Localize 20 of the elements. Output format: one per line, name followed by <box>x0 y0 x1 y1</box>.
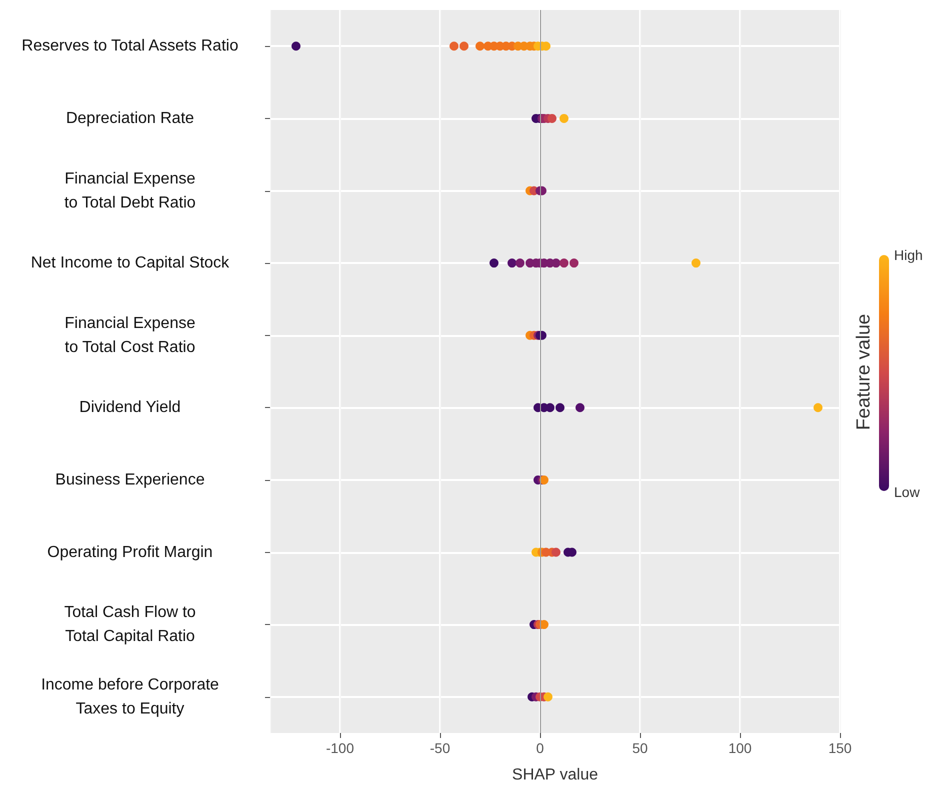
y-tick-label: Dividend Yield <box>79 399 181 416</box>
text: Low <box>894 484 921 500</box>
x-tick-label: 150 <box>828 740 852 756</box>
x-tick-label: 50 <box>632 740 648 756</box>
x-tick-label: 100 <box>728 740 752 756</box>
y-tick-label: Total Cash Flow to Total Capital Ratio <box>64 604 196 646</box>
color-bar-title: Feature value <box>854 314 874 430</box>
y-tick-label: Income before Corporate Taxes to Equity <box>41 676 220 718</box>
x-axis-title: SHAP value <box>512 766 598 784</box>
y-tick-label: Financial Expense to Total Cost Ratio <box>64 314 196 356</box>
text: High <box>894 247 923 263</box>
y-tick-label: Business Experience <box>55 471 205 488</box>
x-tick-label: -100 <box>326 740 354 756</box>
x-tick-label: 0 <box>536 740 544 756</box>
y-tick-label: Net Income to Capital Stock <box>30 254 230 272</box>
y-tick-label: Operating Profit Margin <box>47 544 213 561</box>
y-tick-label: Reserves to Total Assets Ratio <box>22 38 238 55</box>
x-tick-label: -50 <box>430 740 450 756</box>
y-tick-label: Depreciation Rate <box>66 110 194 127</box>
y-tick-label: Financial Expense to Total Debt Ratio <box>64 170 196 212</box>
